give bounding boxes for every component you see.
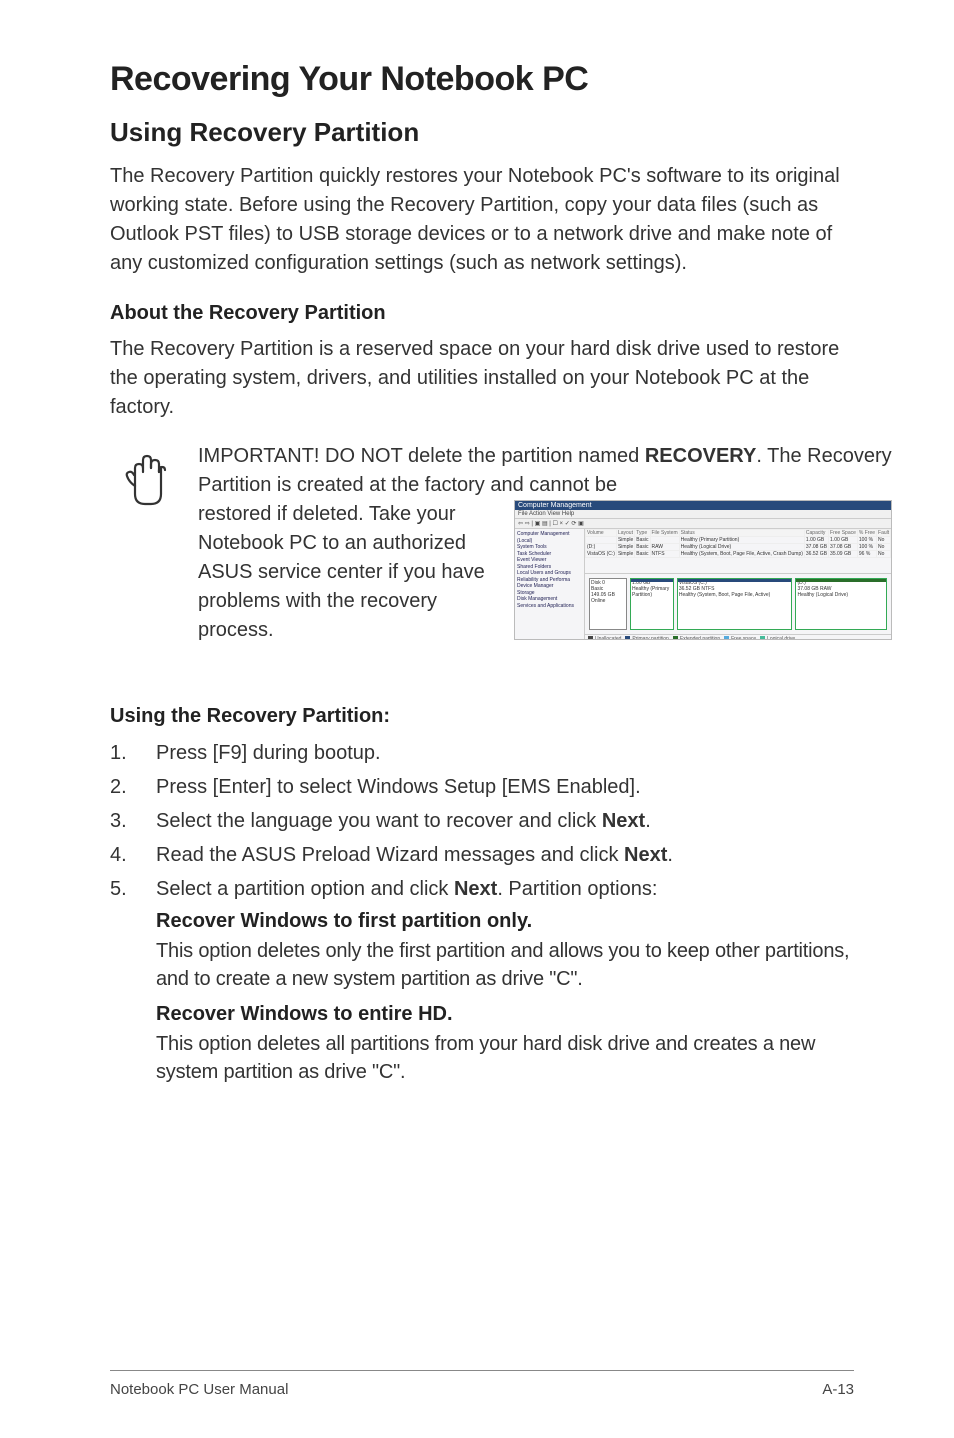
option1-heading: Recover Windows to first partition only. [156, 910, 854, 933]
step-item: 2.Press [Enter] to select Windows Setup … [110, 772, 854, 802]
step-keyword: Next [602, 810, 645, 832]
step-text: Press [Enter] to select Windows Setup [E… [156, 772, 854, 802]
dm-disk-label: Disk 0 Basic 149.05 GB Online [589, 578, 627, 630]
dm-volume-list: VolumeLayoutTypeFile SystemStatusCapacit… [585, 529, 891, 574]
subsection-body: The Recovery Partition is a reserved spa… [110, 335, 854, 422]
note-continued: restored if deleted. Take your Notebook … [198, 500, 498, 645]
option1-body: This option deletes only the first parti… [156, 937, 854, 993]
page-footer: Notebook PC User Manual A-13 [110, 1370, 854, 1398]
dm-partition: (D:) 37.08 GB RAW Healthy (Logical Drive… [795, 578, 887, 630]
footer-left: Notebook PC User Manual [110, 1381, 288, 1398]
dm-toolbar: ⇦ ⇨ | ▣ ▤ | ☐ × ✓ ⟳ ▣ [515, 519, 891, 529]
dm-row: SimpleBasicHealthy (Primary Partition)1.… [586, 537, 891, 544]
dm-legend-item: Free space [724, 636, 756, 640]
dm-row: (D:)SimpleBasicRAWHealthy (Logical Drive… [586, 544, 891, 551]
dm-disk-graphic: Disk 0 Basic 149.05 GB Online 1.00 GB He… [585, 574, 891, 634]
dm-tree-item: Services and Applications [517, 603, 582, 610]
dm-tree-panel: Computer Management (Local) System Tools… [515, 529, 585, 640]
step-number: 1. [110, 738, 156, 768]
hand-icon [110, 442, 180, 645]
step-text: Press [F9] during bootup. [156, 738, 854, 768]
dm-col-header: Layout [616, 530, 634, 537]
step-number: 3. [110, 806, 156, 836]
footer-right: A-13 [822, 1381, 854, 1398]
step-number: 5. [110, 874, 156, 904]
dm-legend-item: Extended partition [673, 636, 720, 640]
dm-col-header: Capacity [804, 530, 828, 537]
dm-part-status: Healthy (Primary Partition) [632, 586, 672, 598]
dm-partition: 1.00 GB Healthy (Primary Partition) [630, 578, 674, 630]
dm-col-header: File System [650, 530, 679, 537]
step-item: 5.Select a partition option and click Ne… [110, 874, 854, 904]
dm-col-header: Fault [877, 530, 891, 537]
dm-col-header: Volume [586, 530, 617, 537]
section-heading: Using Recovery Partition [110, 117, 854, 148]
dm-window-title: Computer Management [515, 501, 891, 510]
step-item: 3.Select the language you want to recove… [110, 806, 854, 836]
dm-legend-item: Logical drive [760, 636, 795, 640]
dm-legend-item: Unallocated [588, 636, 621, 640]
dm-disk-status: Online [591, 598, 625, 604]
steps-list: 1.Press [F9] during bootup.2.Press [Ente… [110, 738, 854, 904]
dm-col-header: Free Space [829, 530, 858, 537]
note-line1: IMPORTANT! DO NOT delete the partition n… [198, 442, 892, 500]
note-pre: IMPORTANT! DO NOT delete the partition n… [198, 445, 645, 467]
dm-legend-item: Primary partition [625, 636, 668, 640]
step-text: Select a partition option and click Next… [156, 874, 854, 904]
dm-menu-bar: File Action View Help [515, 510, 891, 519]
dm-partition: VistaOS (C:) 36.52 GB NTFS Healthy (Syst… [677, 578, 793, 630]
disk-management-screenshot: Computer Management File Action View Hel… [514, 500, 892, 640]
step-item: 1.Press [F9] during bootup. [110, 738, 854, 768]
dm-legend: Unallocated Primary partition Extended par… [585, 634, 891, 640]
dm-col-header: % Free [857, 530, 876, 537]
option2-heading: Recover Windows to entire HD. [156, 1003, 854, 1026]
important-note: IMPORTANT! DO NOT delete the partition n… [110, 442, 854, 645]
dm-tree-item: Computer Management (Local) [517, 531, 582, 544]
dm-col-header: Status [679, 530, 804, 537]
dm-part-status: Healthy (Logical Drive) [797, 592, 885, 598]
dm-part-status: Healthy (System, Boot, Page File, Active… [679, 592, 791, 598]
step-number: 2. [110, 772, 156, 802]
step-text: Read the ASUS Preload Wizard messages an… [156, 840, 854, 870]
step-keyword: Next [454, 878, 497, 900]
note-strong: RECOVERY [645, 445, 757, 467]
step-number: 4. [110, 840, 156, 870]
section-intro: The Recovery Partition quickly restores … [110, 162, 854, 278]
dm-row: VistaOS (C:)SimpleBasicNTFSHealthy (Syst… [586, 551, 891, 558]
page-title: Recovering Your Notebook PC [110, 60, 854, 99]
using-heading: Using the Recovery Partition: [110, 705, 854, 728]
step-item: 4.Read the ASUS Preload Wizard messages … [110, 840, 854, 870]
subsection-heading: About the Recovery Partition [110, 302, 854, 325]
option2-body: This option deletes all partitions from … [156, 1030, 854, 1086]
step-text: Select the language you want to recover … [156, 806, 854, 836]
dm-col-header: Type [635, 530, 650, 537]
step-keyword: Next [624, 844, 667, 866]
